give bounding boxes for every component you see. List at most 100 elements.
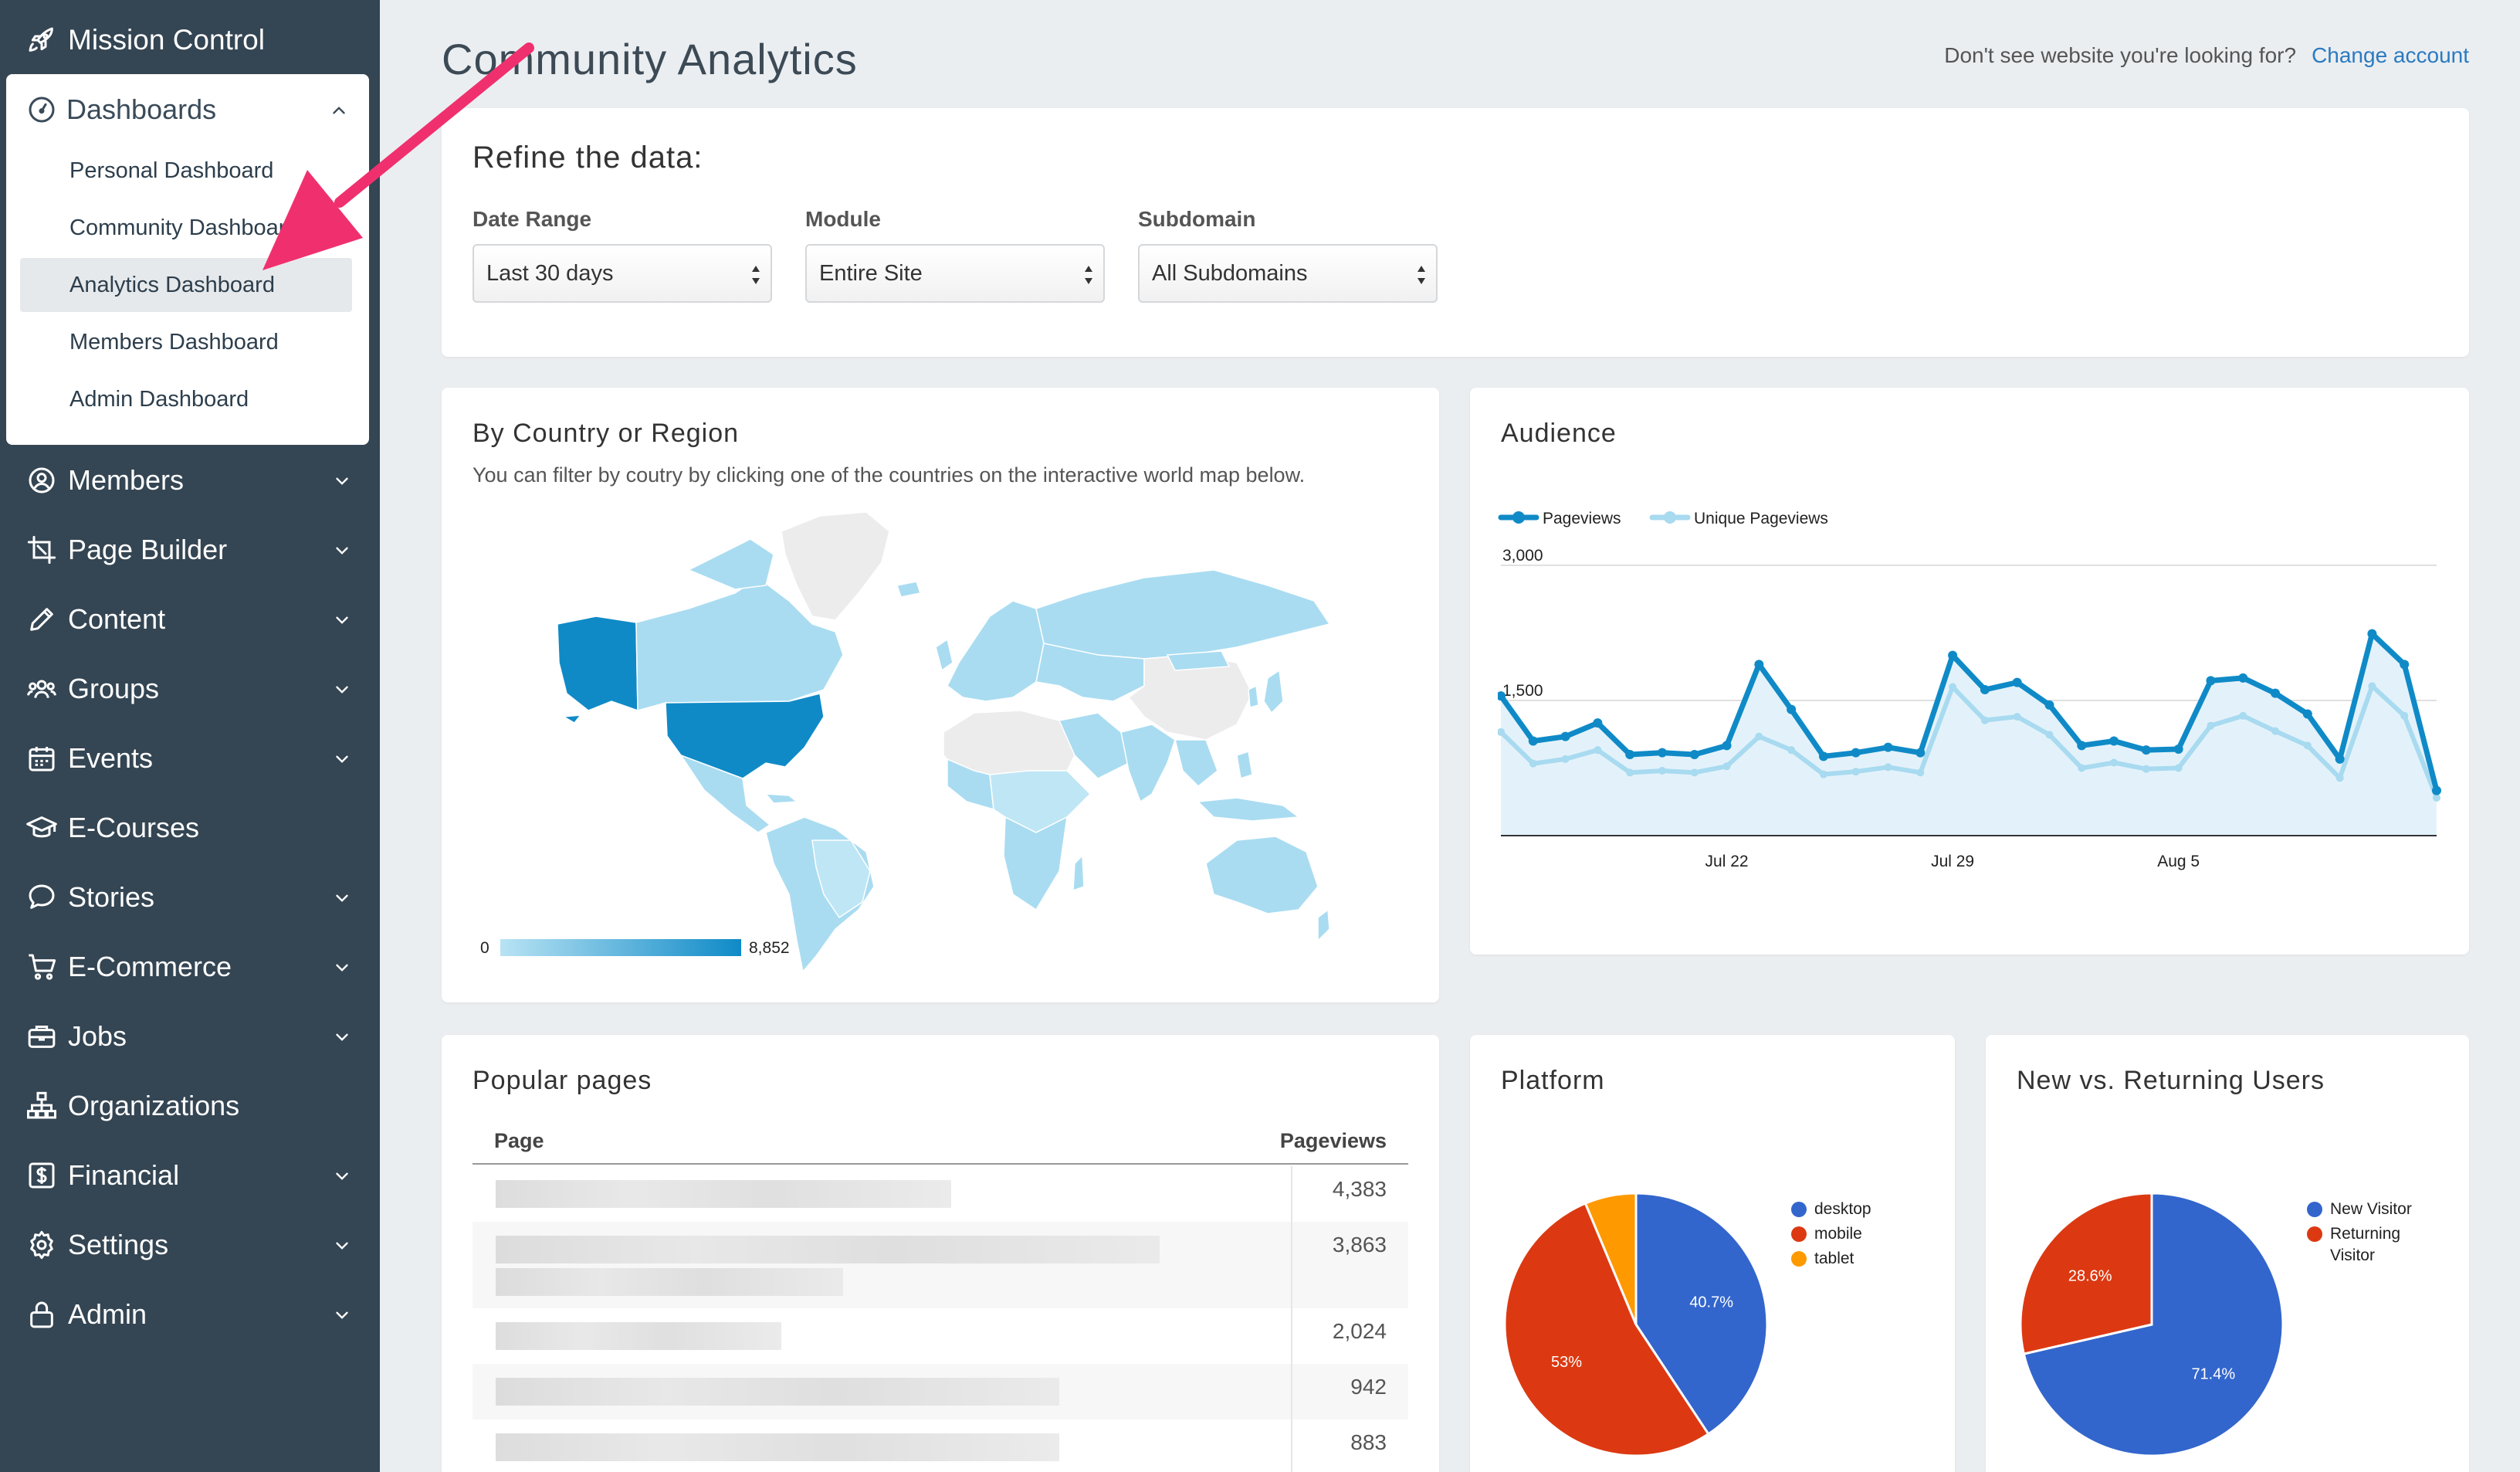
pageviews-point — [1754, 660, 1764, 670]
map-region-uk[interactable] — [935, 638, 953, 672]
legend-item[interactable]: mobile — [1791, 1220, 1871, 1245]
table-row[interactable]: 883 — [472, 1419, 1408, 1472]
pageviews-point — [2271, 688, 2281, 698]
map-region-usa[interactable] — [665, 693, 825, 779]
legend-label: Pageviews — [1543, 510, 1621, 527]
pageviews-point — [2173, 744, 2183, 754]
sidebar-item-personal-dashboard[interactable]: Personal Dashboard — [69, 158, 274, 183]
sidebar-item-e-commerce[interactable]: E-Commerce — [0, 936, 380, 998]
graduation-cap-icon — [26, 816, 57, 838]
map-region-central-asia[interactable] — [1035, 643, 1145, 702]
legend-item[interactable]: desktop — [1791, 1196, 1871, 1220]
map-region-aleutians[interactable] — [561, 714, 582, 724]
sidebar-item-e-courses[interactable]: E-Courses — [0, 797, 380, 859]
legend-item[interactable]: tablet — [1791, 1245, 1871, 1270]
map-region-russia[interactable] — [1035, 569, 1331, 660]
map-region-alaska[interactable] — [557, 616, 638, 712]
sidebar-item-events[interactable]: Events — [0, 728, 380, 789]
chevron-down-icon — [336, 964, 348, 972]
map-region-caribbean[interactable] — [764, 793, 798, 804]
user-circle-icon — [29, 467, 55, 493]
pageviews-point — [1498, 691, 1506, 701]
sidebar-item-label: Members — [68, 464, 185, 496]
module-select[interactable]: Entire Site — [805, 244, 1105, 303]
map-region-iceland[interactable] — [896, 581, 921, 598]
col-pageviews[interactable]: Pageviews — [1279, 1129, 1387, 1152]
sidebar-item-jobs[interactable]: Jobs — [0, 1006, 380, 1067]
table-row[interactable]: 3,863 — [472, 1222, 1408, 1308]
select-arrows-icon — [752, 266, 760, 284]
redacted-page-title — [496, 1322, 781, 1350]
sidebar-item-content[interactable]: Content — [0, 588, 380, 650]
map-region-southern-africa[interactable] — [1003, 816, 1068, 911]
sidebar-item-page-builder[interactable]: Page Builder — [0, 519, 380, 581]
sidebar-item-label: E-Commerce — [68, 951, 232, 982]
change-account-link[interactable]: Change account — [2312, 43, 2469, 67]
speech-bubble-icon — [29, 884, 55, 909]
legend-item[interactable]: Pageviews — [1498, 510, 1621, 527]
pageviews-point — [1528, 736, 1538, 746]
pageviews-point — [2044, 700, 2054, 710]
date-range-value: Last 30 days — [486, 260, 614, 286]
sidebar-item-admin[interactable]: Admin — [0, 1284, 380, 1345]
sidebar-item-organizations[interactable]: Organizations — [0, 1075, 380, 1137]
sidebar-item-settings[interactable]: Settings — [0, 1214, 380, 1276]
legend-item[interactable]: Unique Pageviews — [1649, 510, 1828, 527]
pie-slice-mobile[interactable] — [1503, 1202, 1710, 1457]
map-region-brazil[interactable] — [811, 839, 871, 919]
map-region-new-zealand[interactable] — [1317, 908, 1330, 942]
subdomain-select[interactable]: All Subdomains — [1138, 244, 1438, 303]
dashboards-toggle[interactable]: Dashboards — [26, 90, 354, 130]
unique-pageviews-point — [1916, 768, 1925, 777]
sidebar-item-members-dashboard[interactable]: Members Dashboard — [69, 329, 279, 354]
sidebar-item-label: Organizations — [68, 1090, 240, 1121]
unique-pageviews-point — [1755, 732, 1763, 741]
sidebar-item-members[interactable]: Members — [0, 449, 380, 511]
sidebar-item-groups[interactable]: Groups — [0, 658, 380, 720]
new-vs-returning-pie-chart[interactable]: 71.4% 28.6% — [2017, 1189, 2287, 1460]
map-region-mongolia[interactable] — [1166, 650, 1231, 671]
pageviews-point — [2238, 673, 2248, 683]
sidebar-item-stories[interactable]: Stories — [0, 867, 380, 928]
map-region-indonesia[interactable] — [1197, 797, 1301, 822]
map-region-mexico[interactable] — [679, 754, 771, 833]
world-map[interactable] — [557, 508, 1337, 972]
map-region-europe[interactable] — [947, 600, 1045, 702]
map-region-greenland[interactable] — [781, 511, 890, 621]
audience-line-chart[interactable]: Pageviews Unique Pageviews 3,000 1,500 Jul 2… — [1498, 488, 2451, 905]
brand[interactable]: Mission Control — [26, 19, 265, 62]
table-row[interactable]: 942 — [472, 1364, 1408, 1419]
unique-pageviews-point — [1561, 755, 1570, 763]
col-page[interactable]: Page — [494, 1129, 544, 1152]
pageviews-point — [2109, 736, 2119, 746]
unique-pageviews-point — [2110, 758, 2119, 767]
pie-slice-returning-visitor[interactable] — [2019, 1192, 2153, 1355]
map-region-madagascar[interactable] — [1072, 854, 1085, 892]
audience-title: Audience — [1501, 419, 1617, 448]
map-region-japan[interactable] — [1263, 669, 1284, 714]
legend-item[interactable]: New Visitor — [2307, 1196, 2446, 1220]
legend-label: Unique Pageviews — [1694, 510, 1828, 527]
pageviews-value: 3,863 — [1332, 1233, 1387, 1257]
table-row[interactable]: 2,024 — [472, 1308, 1408, 1364]
pie-slice-tablet[interactable] — [1583, 1192, 1638, 1325]
table-row[interactable]: 4,383 — [472, 1166, 1408, 1222]
popular-pages-card: Popular pages Page Pageviews 4,383 3,863… — [442, 1035, 1439, 1472]
sidebar-item-admin-dashboard[interactable]: Admin Dashboard — [69, 386, 249, 412]
map-region-australia[interactable] — [1205, 836, 1319, 914]
map-region-arctic-islands[interactable] — [687, 538, 774, 590]
lock-icon — [30, 1301, 53, 1328]
date-range-select[interactable]: Last 30 days — [472, 244, 772, 303]
legend-item[interactable]: Returning Visitor — [2307, 1220, 2446, 1267]
map-region-korea[interactable] — [1248, 684, 1259, 708]
sidebar-item-analytics-dashboard[interactable]: Analytics Dashboard — [20, 258, 352, 312]
sidebar-item-label: Page Builder — [68, 534, 228, 565]
sidebar-item-community-dashboard[interactable]: Community Dashboard — [69, 215, 299, 240]
unique-pageviews-point — [1851, 768, 1860, 776]
map-region-philippines[interactable] — [1236, 751, 1253, 779]
pie-slice-new-visitor[interactable] — [2022, 1192, 2285, 1457]
map-region-india[interactable] — [1120, 724, 1176, 803]
map-region-southeast-asia[interactable] — [1174, 739, 1218, 788]
sidebar-item-financial[interactable]: Financial — [0, 1145, 380, 1206]
platform-pie-chart[interactable]: 40.7% 53% — [1501, 1189, 1771, 1460]
